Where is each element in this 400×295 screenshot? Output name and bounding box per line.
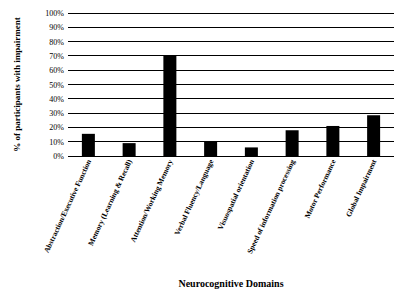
bar bbox=[82, 134, 95, 156]
grid-line bbox=[68, 41, 394, 42]
grid-line bbox=[68, 27, 394, 28]
y-tick-label: 60% bbox=[49, 66, 64, 75]
x-axis bbox=[68, 156, 394, 157]
x-tick-label: Global Impairment bbox=[344, 158, 379, 219]
bar bbox=[204, 141, 217, 156]
bar bbox=[245, 147, 258, 156]
grid-line bbox=[68, 113, 394, 114]
bar bbox=[286, 130, 299, 156]
grid-line bbox=[68, 70, 394, 71]
grid-line bbox=[68, 127, 394, 128]
x-tick-label: Visuospatial orientation bbox=[216, 157, 257, 231]
bars bbox=[82, 56, 380, 156]
grid-line bbox=[68, 141, 394, 142]
bar bbox=[123, 143, 136, 156]
x-tick-label: Motor Performance bbox=[303, 157, 338, 219]
x-tick-label: Speed of information processing bbox=[245, 158, 297, 255]
y-tick-label: 100% bbox=[45, 9, 64, 18]
y-tick-label: 80% bbox=[49, 38, 64, 47]
grid-line bbox=[68, 84, 394, 85]
y-tick-label: 50% bbox=[49, 81, 64, 90]
grid-line bbox=[68, 55, 394, 56]
y-tick-label: 40% bbox=[49, 95, 64, 104]
y-tick-label: 90% bbox=[49, 23, 64, 32]
x-tick-label: Memory (Learning & Recall) bbox=[86, 158, 134, 247]
x-tick-label: Attention/Working Memory bbox=[128, 158, 174, 244]
grid-line bbox=[68, 156, 394, 157]
y-tick-label: 20% bbox=[49, 123, 64, 132]
y-tick-label: 70% bbox=[49, 52, 64, 61]
x-axis-title: Neurocognitive Domains bbox=[178, 278, 283, 289]
bar bbox=[163, 56, 176, 156]
y-tick-label: 10% bbox=[49, 138, 64, 147]
y-tick-label: 30% bbox=[49, 109, 64, 118]
bar bbox=[326, 126, 339, 156]
x-tick-label: Abstraction/Executive Function bbox=[42, 157, 94, 254]
bar bbox=[367, 115, 380, 156]
grid-line bbox=[68, 98, 394, 99]
y-axis-title: % of participants with impairment bbox=[12, 17, 22, 152]
x-tick-label: Verbal Fluency/Language bbox=[172, 157, 215, 236]
grid-line bbox=[68, 13, 394, 14]
y-tick-label: 0% bbox=[53, 152, 64, 161]
chart: 0% 10% 20% 30% 40% 50% 60% 70% 80% 90% 100% Abstrac… bbox=[0, 0, 400, 295]
